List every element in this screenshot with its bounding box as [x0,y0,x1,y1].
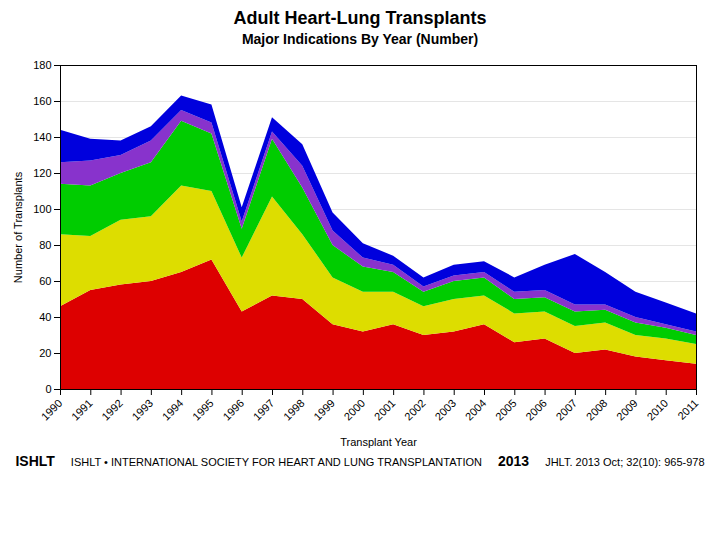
svg-text:0: 0 [45,383,51,395]
svg-text:2005: 2005 [493,397,519,423]
html-text:JHLT. 2013 Oct; 32(10): 965-97: JHLT. 2013 Oct; 32(10): 965-978 [545,456,705,468]
svg-text:80: 80 [39,239,51,251]
svg-text:180: 180 [33,59,51,71]
svg-text:Transplant Year: Transplant Year [340,436,417,448]
svg-text:160: 160 [33,95,51,107]
svg-text:2009: 2009 [614,397,640,423]
html-text:ISHLT • INTERNATIONAL SOCIETY: ISHLT • INTERNATIONAL SOCIETY FOR HEART … [70,456,482,468]
svg-text:1990: 1990 [39,397,65,423]
svg-text:60: 60 [39,275,51,287]
svg-text:1991: 1991 [69,397,95,423]
svg-text:1993: 1993 [129,397,155,423]
html-text:2013: 2013 [498,453,530,469]
svg-text:2011: 2011 [675,397,700,422]
svg-text:2000: 2000 [341,397,367,423]
svg-text:120: 120 [33,167,51,179]
svg-text:2002: 2002 [402,397,428,423]
svg-text:2006: 2006 [523,397,549,423]
svg-text:1999: 1999 [311,397,337,423]
svg-text:100: 100 [33,203,51,215]
svg-text:1992: 1992 [99,397,125,423]
svg-text:40: 40 [39,311,51,323]
svg-text:Number of Transplants: Number of Transplants [12,171,24,283]
svg-text:2004: 2004 [463,397,489,423]
svg-text:1995: 1995 [190,397,216,423]
svg-text:140: 140 [33,131,51,143]
svg-text:1997: 1997 [251,397,277,423]
svg-text:1996: 1996 [220,397,246,423]
svg-text:20: 20 [39,347,51,359]
svg-text:2007: 2007 [553,397,579,423]
html-text:Adult Heart-Lung Transplants: Adult Heart-Lung Transplants [233,8,487,28]
svg-text:1994: 1994 [160,397,186,423]
html-text:Major Indications By Year (Num: Major Indications By Year (Number) [241,31,479,47]
svg-text:2010: 2010 [644,397,670,423]
svg-text:2008: 2008 [584,397,610,423]
svg-text:1998: 1998 [281,397,307,423]
html-text:ISHLT: ISHLT [15,453,55,469]
svg-text:2001: 2001 [372,397,398,423]
svg-text:2003: 2003 [432,397,458,423]
